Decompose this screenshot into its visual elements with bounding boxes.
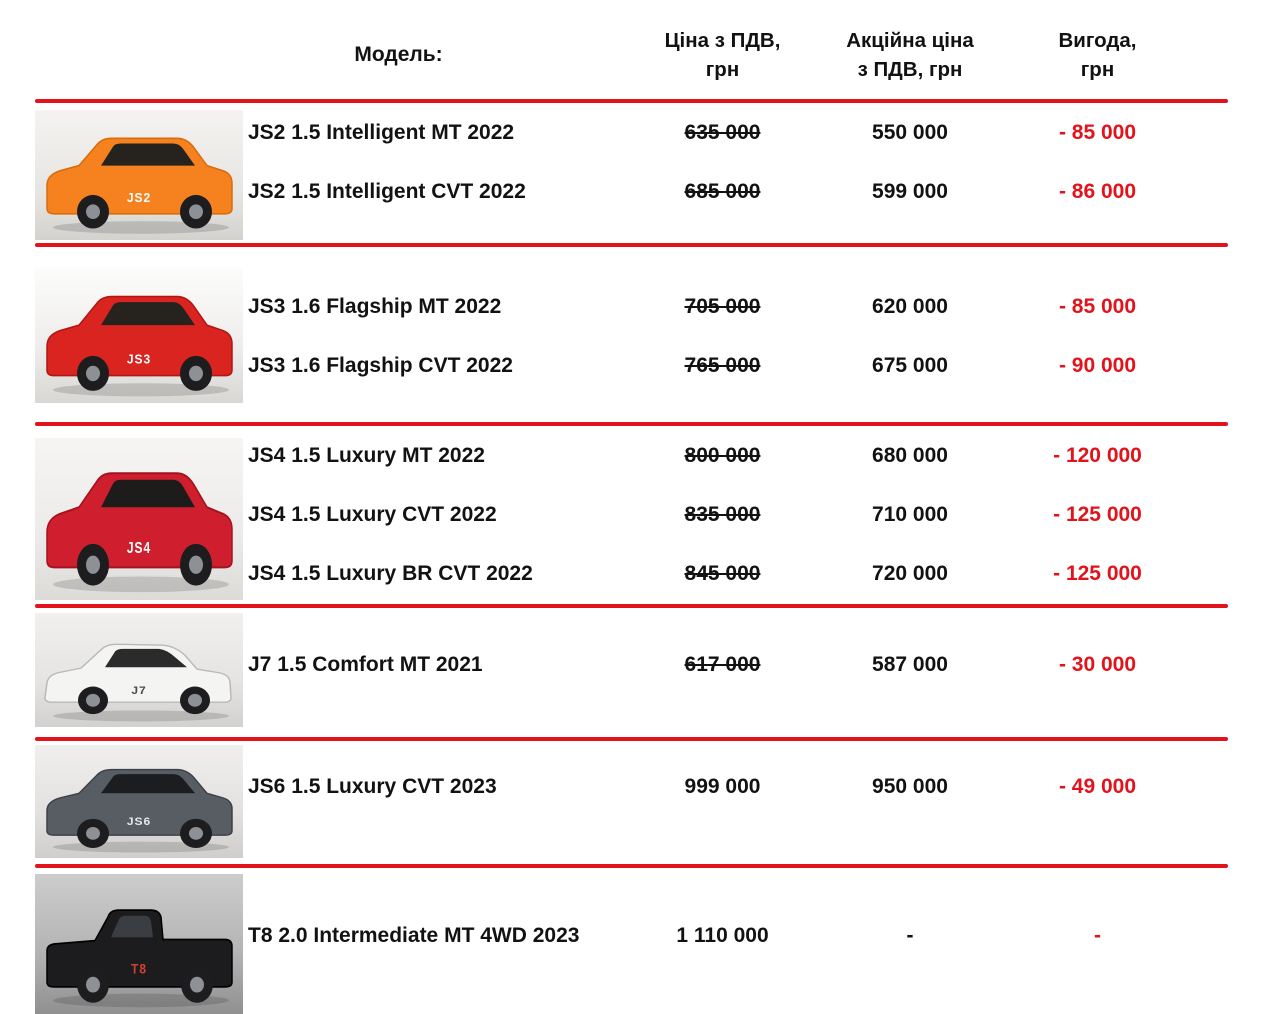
benefit-amount: - 86 000 xyxy=(1058,179,1137,203)
column-header-promo-price: Акційна ціна з ПДВ, грн xyxy=(846,29,974,81)
promo-price: 680 000 xyxy=(872,443,948,467)
car-model-badge: T8 xyxy=(131,961,147,977)
trim-row: JS4 1.5 Luxury MT 2022 800 000 680 000 -… xyxy=(243,426,1265,485)
benefit-amount: - xyxy=(1094,923,1101,947)
promo-price: 620 000 xyxy=(872,294,948,318)
trim-name: JS6 1.5 Luxury CVT 2023 xyxy=(248,774,497,798)
trim-rows: JS6 1.5 Luxury CVT 2023 999 000 950 000 … xyxy=(243,741,1265,864)
car-photo-j7: J7 xyxy=(35,613,243,727)
car-illustration: JS3 xyxy=(46,295,233,397)
old-price: 765 000 xyxy=(684,353,761,377)
old-price: 835 000 xyxy=(684,502,761,526)
trim-name: JS3 1.6 Flagship CVT 2022 xyxy=(248,353,513,377)
car-photo-js4: JS4 xyxy=(35,438,243,600)
promo-price: 710 000 xyxy=(872,502,948,526)
trim-rows: JS2 1.5 Intelligent MT 2022 635 000 550 … xyxy=(243,103,1265,243)
table-header: Модель: Ціна з ПДВ, грн Акційна ціна з П… xyxy=(0,0,1265,99)
old-price: 685 000 xyxy=(684,179,761,203)
car-model-badge: J7 xyxy=(131,685,146,696)
benefit-amount: - 125 000 xyxy=(1053,502,1142,526)
car-illustration: JS6 xyxy=(46,768,233,853)
car-photo-js6: JS6 xyxy=(35,745,243,858)
section-divider xyxy=(35,604,1228,608)
trim-row: JS3 1.6 Flagship CVT 2022 765 000 675 00… xyxy=(243,336,1265,395)
promo-price: 599 000 xyxy=(872,179,948,203)
trim-row: JS4 1.5 Luxury BR CVT 2022 845 000 720 0… xyxy=(243,545,1265,604)
benefit-amount: - 49 000 xyxy=(1058,774,1137,798)
old-price: 1 110 000 xyxy=(676,923,769,947)
section-divider xyxy=(35,422,1228,426)
car-illustration: T8 xyxy=(46,909,233,1008)
car-section: JS2 JS2 1.5 Intelligent MT 2022 635 000 … xyxy=(0,103,1265,243)
column-header-model: Модель: xyxy=(354,43,443,67)
promo-price: 950 000 xyxy=(872,774,948,798)
car-photo-t8: T8 xyxy=(35,874,243,1014)
header-divider xyxy=(35,99,1228,103)
benefit-amount: - 30 000 xyxy=(1058,652,1137,676)
car-section: JS4 JS4 1.5 Luxury MT 2022 800 000 680 0… xyxy=(0,426,1265,604)
car-illustration: JS2 xyxy=(46,137,233,234)
car-illustration: J7 xyxy=(44,643,232,722)
car-section: JS3 JS3 1.6 Flagship MT 2022 705 000 620… xyxy=(0,247,1265,422)
promo-price: - xyxy=(906,923,914,947)
section-divider xyxy=(35,864,1228,868)
benefit-amount: - 90 000 xyxy=(1058,353,1137,377)
trim-rows: JS3 1.6 Flagship MT 2022 705 000 620 000… xyxy=(243,247,1265,422)
column-header-benefit: Вигода, грн xyxy=(1058,29,1137,81)
benefit-amount: - 85 000 xyxy=(1058,294,1137,318)
promo-price: 587 000 xyxy=(872,652,948,676)
car-model-badge: JS6 xyxy=(127,817,151,828)
trim-row: JS2 1.5 Intelligent CVT 2022 685 000 599… xyxy=(243,162,1265,221)
trim-name: J7 1.5 Comfort MT 2021 xyxy=(248,652,483,676)
old-price: 635 000 xyxy=(684,120,761,144)
car-section: JS6 JS6 1.5 Luxury CVT 2023 999 000 950 … xyxy=(0,741,1265,864)
trim-name: JS4 1.5 Luxury CVT 2022 xyxy=(248,502,497,526)
car-section: J7 J7 1.5 Comfort MT 2021 617 000 587 00… xyxy=(0,608,1265,737)
old-price: 800 000 xyxy=(684,443,761,467)
trim-row: JS4 1.5 Luxury CVT 2022 835 000 710 000 … xyxy=(243,485,1265,544)
trim-row: JS6 1.5 Luxury CVT 2023 999 000 950 000 … xyxy=(243,757,1265,816)
car-photo-js3: JS3 xyxy=(35,267,243,403)
car-photo-js2: JS2 xyxy=(35,110,243,240)
promo-price: 720 000 xyxy=(872,562,948,586)
promo-price: 550 000 xyxy=(872,120,948,144)
car-illustration: JS4 xyxy=(46,472,233,593)
benefit-amount: - 125 000 xyxy=(1053,562,1142,586)
old-price: 617 000 xyxy=(684,652,761,676)
trim-name: JS4 1.5 Luxury MT 2022 xyxy=(248,443,485,467)
benefit-amount: - 85 000 xyxy=(1058,120,1137,144)
trim-name: JS4 1.5 Luxury BR CVT 2022 xyxy=(248,562,533,586)
car-model-badge: JS2 xyxy=(127,191,151,205)
trim-rows: T8 2.0 Intermediate MT 4WD 2023 1 110 00… xyxy=(243,868,1265,1014)
old-price: 845 000 xyxy=(684,562,761,586)
trim-name: JS3 1.6 Flagship MT 2022 xyxy=(248,294,502,318)
promo-price: 675 000 xyxy=(872,353,948,377)
trim-row: J7 1.5 Comfort MT 2021 617 000 587 000 -… xyxy=(243,635,1265,694)
benefit-amount: - 120 000 xyxy=(1053,443,1142,467)
section-divider xyxy=(35,243,1228,247)
section-divider xyxy=(35,737,1228,741)
old-price: 999 000 xyxy=(684,774,761,798)
old-price: 705 000 xyxy=(684,294,761,318)
column-header-price: Ціна з ПДВ, грн xyxy=(664,29,781,81)
trim-row: JS3 1.6 Flagship MT 2022 705 000 620 000… xyxy=(243,277,1265,336)
price-table-body: JS2 JS2 1.5 Intelligent MT 2022 635 000 … xyxy=(0,103,1265,1014)
trim-row: T8 2.0 Intermediate MT 4WD 2023 1 110 00… xyxy=(243,906,1265,965)
trim-rows: J7 1.5 Comfort MT 2021 617 000 587 000 -… xyxy=(243,608,1265,737)
trim-name: T8 2.0 Intermediate MT 4WD 2023 xyxy=(248,923,580,947)
trim-name: JS2 1.5 Intelligent CVT 2022 xyxy=(248,179,526,203)
trim-name: JS2 1.5 Intelligent MT 2022 xyxy=(248,120,515,144)
car-model-badge: JS4 xyxy=(127,538,151,556)
trim-row: JS2 1.5 Intelligent MT 2022 635 000 550 … xyxy=(243,103,1265,162)
trim-rows: JS4 1.5 Luxury MT 2022 800 000 680 000 -… xyxy=(243,426,1265,604)
car-section: T8 T8 2.0 Intermediate MT 4WD 2023 1 110… xyxy=(0,868,1265,1014)
car-model-badge: JS3 xyxy=(127,352,151,367)
